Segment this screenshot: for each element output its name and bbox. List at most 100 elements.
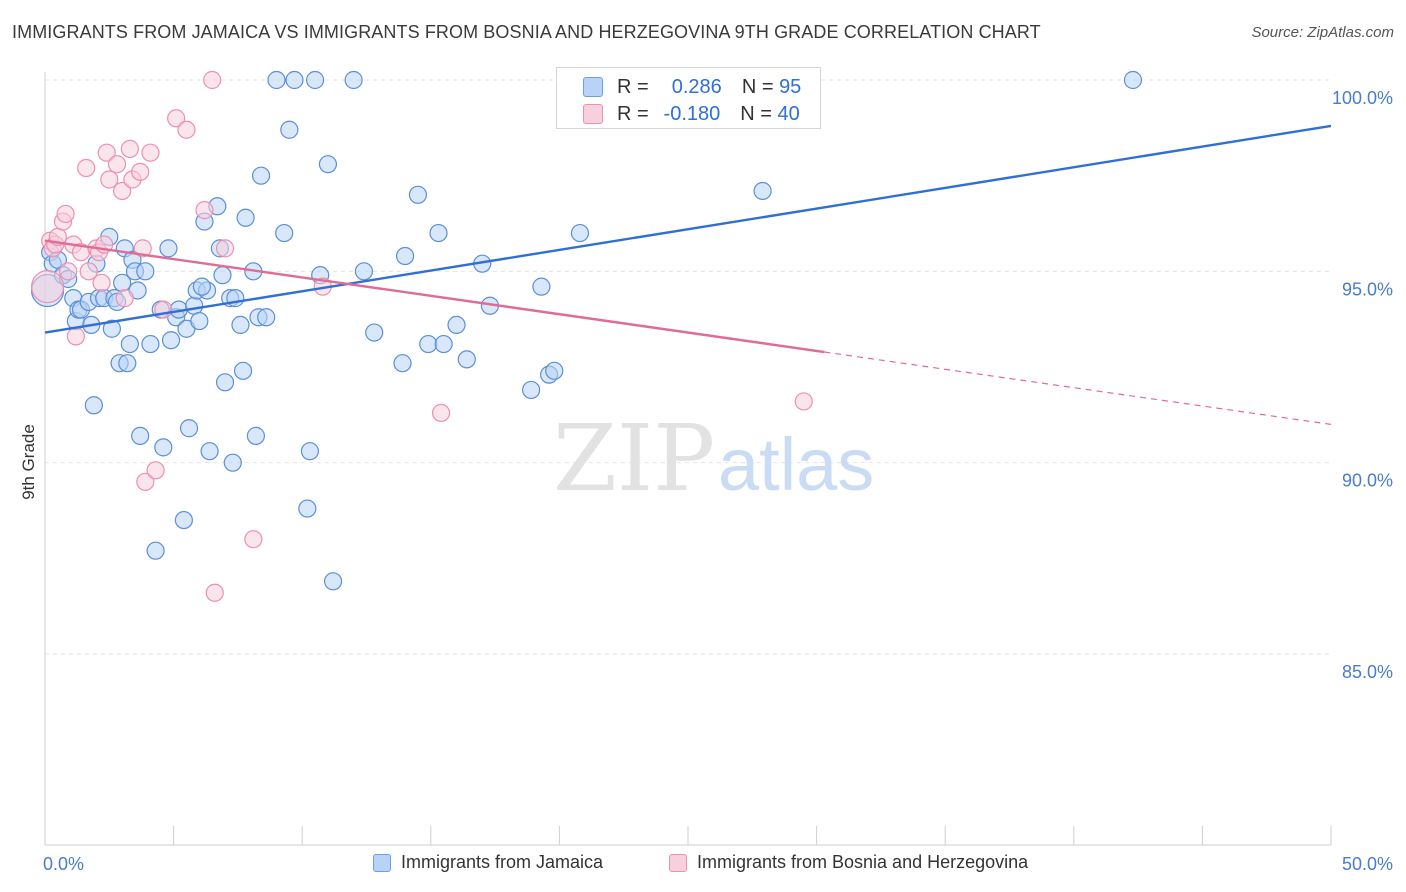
watermark: ZIP atlas (553, 405, 874, 512)
data-point (393, 354, 412, 373)
data-point (113, 181, 132, 201)
data-point (318, 155, 338, 174)
legend-swatch-bosnia (669, 853, 687, 872)
data-point (118, 354, 137, 373)
stats-n-value-jamaica: 95 (779, 75, 802, 98)
x-tick-label: 50.0% (1342, 854, 1393, 874)
chart-title: IMMIGRANTS FROM JAMAICA VS IMMIGRANTS FR… (12, 22, 1041, 42)
y-axis-label: 9th Grade (19, 424, 38, 500)
data-point (66, 327, 85, 346)
data-point (131, 162, 150, 181)
x-tick-marks (44, 826, 1332, 845)
data-point (159, 239, 178, 258)
trend-line-bosnia-extension (824, 351, 1332, 425)
data-point (251, 166, 271, 185)
data-point (185, 296, 204, 315)
data-point (174, 510, 193, 530)
stats-r-value-bosnia: -0.180 (663, 102, 721, 125)
series-bosnia (30, 70, 813, 602)
stats-n-value-bosnia: 40 (777, 102, 800, 125)
data-points (30, 70, 1143, 602)
trend-lines (44, 124, 1332, 425)
data-point (354, 262, 374, 281)
data-point (107, 155, 127, 174)
data-point (177, 120, 196, 139)
data-point (200, 442, 219, 461)
y-tick-label: 100.0% (1332, 88, 1393, 108)
data-point (215, 239, 235, 258)
data-point (205, 583, 224, 602)
data-point (77, 158, 96, 178)
trend-line-jamaica (44, 124, 1332, 334)
data-point (275, 223, 294, 243)
data-point (215, 373, 235, 392)
data-point (298, 499, 317, 518)
data-point (236, 208, 255, 227)
x-tick-labels: 0.0% 50.0% (43, 854, 1393, 874)
data-point (213, 266, 232, 285)
data-point (244, 530, 263, 549)
data-point (120, 334, 139, 354)
legend-item-bosnia[interactable]: Immigrants from Bosnia and Herzegovina (669, 852, 1028, 873)
data-point (1123, 70, 1143, 90)
data-point (532, 277, 551, 296)
data-point (195, 201, 214, 220)
data-point (141, 334, 160, 354)
stats-swatch-bosnia (583, 104, 603, 124)
legend-item-jamaica[interactable]: Immigrants from Jamaica (373, 852, 603, 873)
y-tick-labels: 85.0% 90.0% 95.0% 100.0% (1332, 88, 1393, 682)
data-point (146, 461, 165, 480)
data-point (429, 223, 448, 243)
data-point (120, 139, 139, 158)
trend-line-bosnia (44, 239, 825, 354)
data-point (59, 262, 78, 281)
legend-label-bosnia: Immigrants from Bosnia and Herzegovina (697, 852, 1029, 872)
series-jamaica (30, 70, 1143, 591)
data-point (190, 311, 209, 331)
data-point (305, 70, 325, 90)
data-point (192, 277, 211, 296)
data-point (300, 442, 320, 461)
data-point (167, 109, 186, 128)
data-point (84, 396, 103, 415)
stats-n-label: N = (740, 102, 772, 125)
stats-row-jamaica: R = 0.286 N = 95 (557, 72, 801, 102)
data-point (146, 541, 165, 560)
stats-r-label: R = (617, 102, 649, 125)
data-point (223, 453, 242, 472)
stats-swatch-jamaica (583, 77, 603, 97)
data-point (56, 204, 75, 224)
data-point (545, 361, 564, 380)
data-point (408, 185, 428, 204)
data-point (246, 426, 266, 445)
stats-r-label: R = (617, 75, 649, 98)
data-point (522, 380, 541, 400)
data-point (30, 270, 65, 304)
data-point (233, 361, 253, 380)
bottom-legend: Immigrants from Jamaica Immigrants from … (0, 852, 1406, 878)
data-point (285, 70, 304, 90)
data-point (79, 262, 98, 281)
data-point (102, 319, 121, 338)
data-point (100, 170, 119, 189)
data-point (179, 419, 199, 438)
stats-r-value-jamaica: 0.286 (671, 75, 722, 98)
data-point (395, 246, 415, 266)
data-point (257, 308, 276, 327)
data-point (570, 223, 590, 243)
stats-legend: R = 0.286 N = 95 R = -0.180 N = 40 (556, 67, 821, 129)
watermark-zip: ZIP (553, 405, 715, 512)
data-point (136, 262, 155, 281)
watermark-atlas: atlas (718, 423, 874, 506)
data-point (231, 315, 250, 335)
data-point (280, 120, 299, 139)
data-point (419, 334, 438, 354)
data-point (97, 143, 116, 162)
chart-source: Source: ZipAtlas.com (1251, 24, 1394, 41)
legend-swatch-jamaica (373, 853, 391, 872)
data-point (115, 289, 134, 308)
y-tick-label: 85.0% (1342, 662, 1393, 682)
stats-row-bosnia: R = -0.180 N = 40 (557, 99, 800, 129)
data-point (92, 273, 111, 292)
